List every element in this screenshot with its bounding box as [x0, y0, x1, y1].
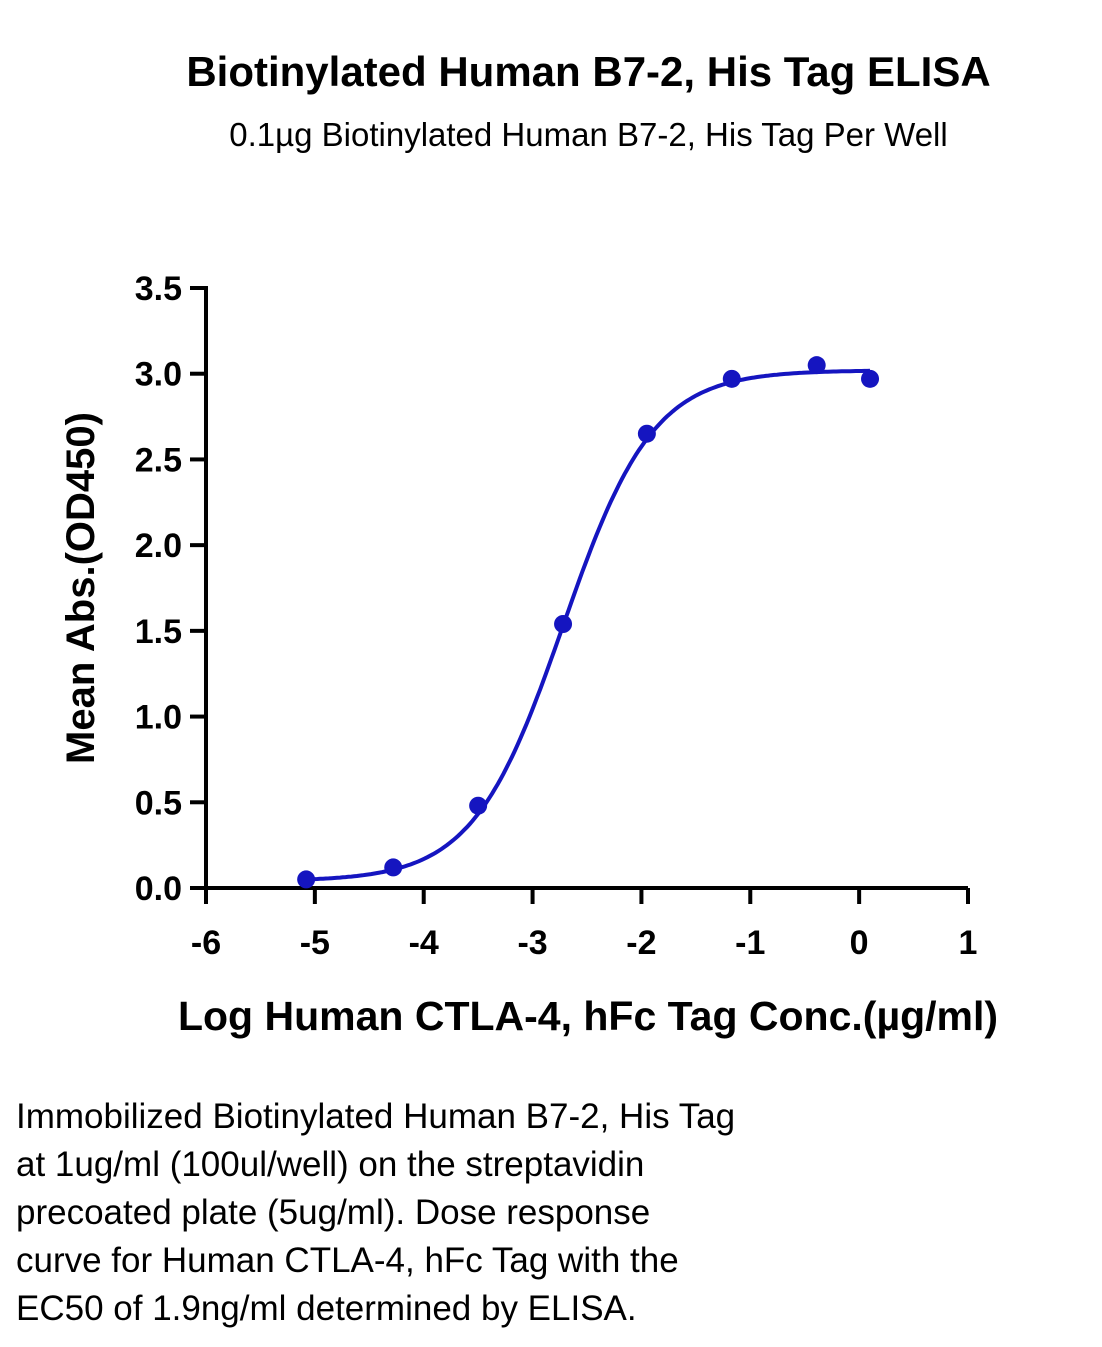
- y-tick-label: 1.5: [135, 613, 182, 651]
- fit-curve: [306, 368, 871, 882]
- data-point: [469, 796, 488, 815]
- data-point: [861, 369, 880, 388]
- y-tick-label: 2.0: [135, 527, 182, 565]
- axes: [204, 286, 968, 890]
- x-tick-label: 1: [959, 924, 978, 962]
- caption-line: precoated plate (5ug/ml). Dose response: [16, 1193, 651, 1232]
- y-axis-label: Mean Abs.(OD450): [59, 412, 103, 764]
- x-axis-label: Log Human CTLA-4, hFc Tag Conc.(µg/ml): [178, 993, 998, 1039]
- y-tick-label: 0.0: [135, 870, 182, 908]
- x-tick-label: -2: [626, 924, 656, 962]
- x-tick-label: -4: [409, 924, 439, 962]
- x-tick-label: -3: [517, 924, 547, 962]
- y-tick-label: 3.5: [135, 270, 182, 308]
- data-point: [807, 356, 826, 375]
- x-tick-label: -1: [735, 924, 765, 962]
- caption-line: EC50 of 1.9ng/ml determined by ELISA.: [16, 1289, 637, 1328]
- data-points: [297, 356, 880, 889]
- data-point: [297, 870, 316, 889]
- data-point: [722, 369, 741, 388]
- y-tick-label: 3.0: [135, 356, 182, 394]
- chart-title: Biotinylated Human B7-2, His Tag ELISA: [186, 48, 991, 95]
- x-tick-label: -5: [300, 924, 330, 962]
- x-tick-label: -6: [191, 924, 221, 962]
- caption-line: Immobilized Biotinylated Human B7-2, His…: [16, 1097, 736, 1136]
- chart: 0.0 0.5 1.0 1.5 2.0 2.5 3.0 3.5 -6 -5 -4 -3 -2 -1 0 1 L…: [59, 270, 998, 1039]
- y-tick-label: 2.5: [135, 441, 182, 479]
- y-tick-label: 0.5: [135, 784, 182, 822]
- x-tick-label: 0: [850, 924, 869, 962]
- caption: Immobilized Biotinylated Human B7-2, His…: [16, 1093, 1016, 1333]
- data-point: [384, 858, 403, 877]
- caption-line: curve for Human CTLA-4, hFc Tag with the: [16, 1241, 679, 1280]
- y-tick-label: 1.0: [135, 699, 182, 737]
- data-point: [554, 615, 573, 633]
- data-point: [637, 424, 656, 443]
- caption-line: at 1ug/ml (100ul/well) on the streptavid…: [16, 1145, 645, 1184]
- ticks: 0.0 0.5 1.0 1.5 2.0 2.5 3.0 3.5 -6 -5 -4 -3 -2 -1 0 1: [135, 270, 978, 962]
- chart-subtitle: 0.1µg Biotinylated Human B7-2, His Tag P…: [229, 116, 948, 153]
